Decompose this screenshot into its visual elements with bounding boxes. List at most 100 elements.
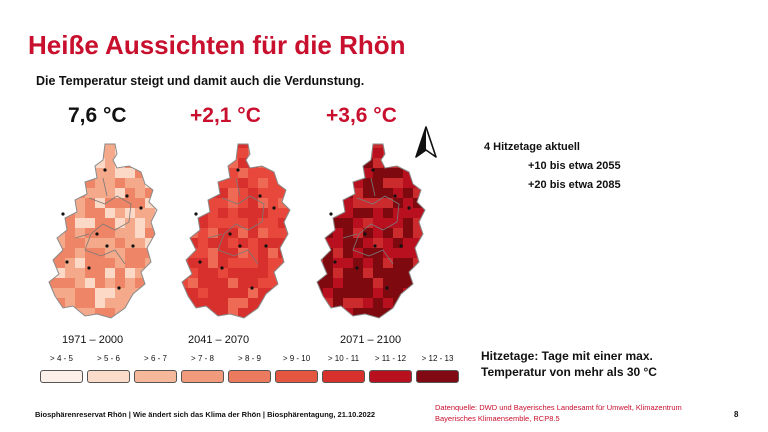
town-marker: [238, 244, 242, 248]
map-cell: [115, 228, 125, 238]
map-cell: [323, 258, 333, 268]
map-cell: [228, 288, 238, 298]
map-cell: [363, 238, 373, 248]
map-cell: [55, 188, 65, 198]
map-cell: [115, 238, 125, 248]
map-cell: [353, 238, 363, 248]
map-cell: [55, 258, 65, 268]
map-cell: [155, 298, 157, 308]
map-cell: [258, 248, 268, 258]
map-cell: [135, 144, 145, 148]
map-cell: [393, 308, 403, 318]
map-cell: [363, 258, 373, 268]
map-cell: [75, 258, 85, 268]
map-cell: [363, 228, 373, 238]
legend-swatch: [40, 370, 83, 383]
map-cell: [288, 258, 290, 268]
map-cell: [55, 158, 65, 168]
town-marker: [264, 244, 268, 248]
map-cell: [155, 168, 157, 178]
legend-label: > 4 - 5: [50, 354, 73, 363]
map-cell: [363, 158, 373, 168]
map-cell: [115, 248, 125, 258]
map-cell: [323, 198, 333, 208]
map-cell: [343, 288, 353, 298]
map-cell: [135, 168, 145, 178]
legend-label: > 5 - 6: [97, 354, 120, 363]
map-cell: [85, 318, 95, 323]
heat-days-2085: +20 bis etwa 2085: [528, 179, 621, 191]
map-cell: [208, 228, 218, 238]
map-cell: [105, 288, 115, 298]
map-cell: [383, 238, 393, 248]
map-cell: [258, 308, 268, 318]
map-cell: [353, 148, 363, 158]
map-cell: [238, 208, 248, 218]
map-cell: [65, 318, 75, 323]
map-cell: [95, 288, 105, 298]
map-cell: [218, 228, 228, 238]
map-cell: [75, 144, 85, 148]
map-cell: [298, 278, 308, 288]
map-cell: [135, 218, 145, 228]
map-cell: [55, 168, 65, 178]
map-cell: [49, 218, 55, 228]
map-cell: [75, 288, 85, 298]
map-cell: [288, 158, 290, 168]
map-cell: [135, 308, 145, 318]
map-cell: [288, 144, 290, 148]
definition-line-2: Temperatur von mehr als 30 °C: [481, 365, 657, 379]
map-cell: [85, 208, 95, 218]
page-title: Heiße Aussichten für die Rhön: [28, 30, 406, 60]
map-cell: [45, 318, 55, 323]
map-cell: [288, 148, 290, 158]
map-cell: [182, 208, 188, 218]
map-cell: [208, 278, 218, 288]
map-cell: [165, 308, 175, 318]
map-cell: [393, 278, 403, 288]
map-cell: [278, 318, 288, 323]
heat-days-info: 4 Hitzetage aktuell +10 bis etwa 2055 +2…: [484, 138, 621, 195]
map-cell: [373, 188, 383, 198]
legend-item: > 7 - 8: [179, 354, 226, 386]
map-cell: [85, 268, 95, 278]
map-cell: [248, 198, 258, 208]
town-marker: [272, 206, 276, 210]
map-cell: [198, 158, 208, 168]
map-cell: [182, 148, 188, 158]
map-cell: [49, 148, 55, 158]
map-cell: [208, 258, 218, 268]
town-marker: [117, 286, 121, 290]
map-cell: [198, 198, 208, 208]
map-cell: [228, 158, 238, 168]
map-cell: [125, 168, 135, 178]
map-cell: [353, 258, 363, 268]
map-cell: [182, 298, 188, 308]
map-cell: [165, 228, 175, 238]
map-cell: [218, 318, 228, 323]
map-cell: [343, 168, 353, 178]
town-marker: [194, 212, 198, 216]
map-cell: [218, 198, 228, 208]
map-cell: [317, 168, 323, 178]
map-cell: [65, 228, 75, 238]
map-cell: [95, 268, 105, 278]
map-cell: [393, 268, 403, 278]
map-cell: [182, 198, 188, 208]
map-cell: [363, 188, 373, 198]
map-cell: [145, 288, 155, 298]
map-cell: [333, 228, 343, 238]
map-cell: [208, 208, 218, 218]
map-cell: [353, 268, 363, 278]
map-cell: [258, 268, 268, 278]
map-cell: [65, 308, 75, 318]
map-cell: [317, 238, 323, 248]
legend-swatch: [87, 370, 130, 383]
town-marker: [198, 260, 202, 264]
map-cell: [198, 318, 208, 323]
map-cell: [268, 298, 278, 308]
map-cell: [413, 278, 423, 288]
map-cell: [125, 308, 135, 318]
map-cell: [115, 188, 125, 198]
map-cell: [155, 178, 157, 188]
